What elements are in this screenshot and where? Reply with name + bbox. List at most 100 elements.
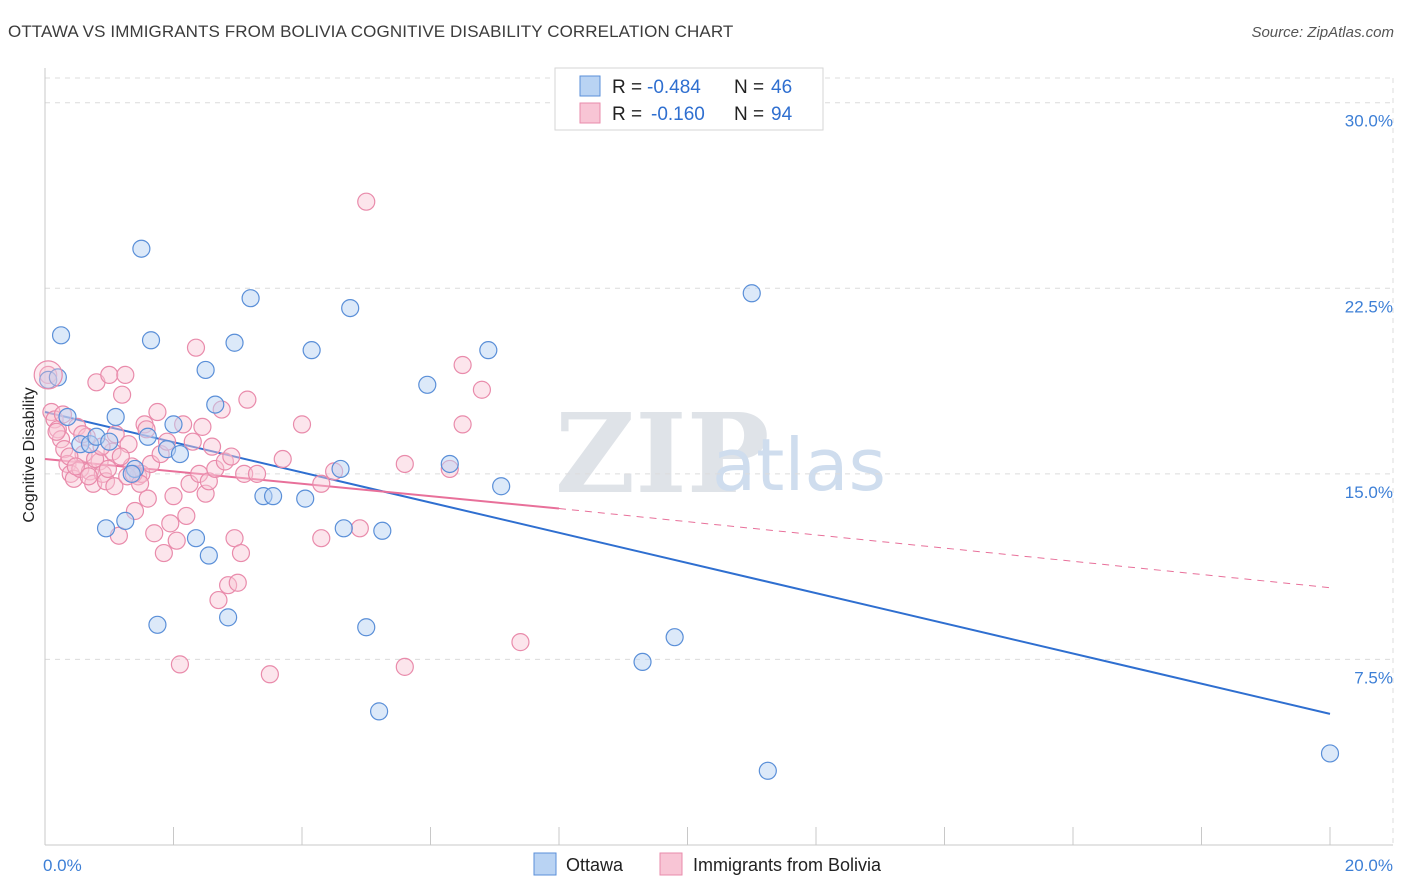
bolivia-point-70 — [350, 519, 369, 538]
ottawa-point-25 — [263, 487, 283, 506]
bolivia-trend-extension — [558, 508, 1331, 589]
ottawa-point-7 — [106, 407, 125, 427]
ottawa-point-16 — [170, 444, 190, 464]
ottawa-point-27 — [331, 459, 350, 479]
bolivia-point-68 — [312, 529, 331, 548]
bolivia-point-67 — [312, 474, 331, 493]
ottawa-point-39 — [742, 284, 761, 303]
bottom-legend-swatch-bolivia — [659, 852, 683, 876]
legend: R = -0.484 N = 46 R = -0.160 N = 94 — [554, 67, 824, 131]
bolivia-point-88 — [105, 477, 124, 496]
ottawa-trend-line — [44, 411, 1331, 715]
bolivia-point-large — [33, 360, 63, 390]
bolivia-point-66 — [292, 415, 312, 434]
bolivia-point-59 — [228, 573, 247, 592]
ottawa-point-37 — [633, 652, 652, 672]
bolivia-point-81 — [60, 447, 79, 466]
ottawa-point-44 — [122, 464, 141, 483]
ottawa-point-30 — [357, 618, 376, 637]
ottawa-point-45 — [296, 489, 315, 508]
bottom-legend-bolivia: Immigrants from Bolivia — [693, 855, 882, 875]
bolivia-point-78 — [511, 633, 530, 652]
ottawa-point-23 — [241, 289, 260, 308]
bolivia-point-36 — [154, 543, 173, 563]
ottawa-point-22 — [225, 333, 244, 352]
bolivia-point-40 — [167, 531, 186, 550]
bolivia-point-77 — [472, 380, 491, 399]
ottawa-point-28 — [334, 519, 353, 538]
ottawa-point-34 — [440, 454, 459, 474]
bolivia-point-63 — [247, 464, 267, 483]
ottawa-point-36 — [492, 477, 511, 496]
legend-r-label-2: R = — [612, 104, 642, 125]
watermark: ZIP atlas — [555, 389, 886, 518]
ottawa-point-6 — [96, 519, 116, 538]
bolivia-point-39 — [164, 487, 183, 506]
ottawa-point-10 — [132, 239, 151, 258]
bolivia-point-57 — [222, 447, 241, 466]
y-tick-label-0: 7.5% — [1354, 668, 1393, 687]
ottawa-point-41 — [1320, 744, 1340, 763]
y-tick-label-3: 30.0% — [1345, 112, 1393, 131]
x-tick-label-min: 0.0% — [43, 856, 82, 875]
legend-swatch-bolivia — [579, 102, 601, 124]
ottawa-point-38 — [665, 628, 684, 647]
bolivia-point-45 — [183, 432, 202, 451]
bolivia-point-64 — [260, 665, 279, 684]
bolivia-point-79 — [47, 422, 66, 441]
axes — [44, 68, 1393, 846]
ottawa-point-21 — [219, 608, 238, 627]
watermark-atlas: atlas — [712, 423, 886, 507]
ottawa-point-40 — [758, 761, 777, 780]
bolivia-point-89 — [111, 447, 130, 466]
chart-title: OTTAWA VS IMMIGRANTS FROM BOLIVIA COGNIT… — [8, 22, 734, 41]
bolivia-point-71 — [357, 192, 376, 211]
legend-n-value-2: 94 — [771, 104, 793, 125]
ottawa-point-11 — [138, 427, 157, 446]
ottawa-point-26 — [302, 341, 321, 360]
bolivia-point-19 — [100, 365, 119, 385]
bolivia-point-46 — [186, 338, 206, 357]
bolivia-point-82 — [66, 457, 85, 476]
ottawa-point-32 — [373, 521, 392, 540]
bolivia-point-34 — [148, 402, 167, 422]
y-axis-label: Cognitive Disability — [21, 387, 38, 522]
bolivia-point-73 — [395, 454, 414, 474]
legend-n-label-1: N = — [734, 77, 764, 98]
x-tick-labels: 0.0% 20.0% — [43, 856, 1393, 875]
ottawa-point-8 — [116, 511, 135, 530]
ottawa-point-33 — [418, 375, 437, 394]
bottom-legend-ottawa: Ottawa — [566, 855, 624, 875]
bolivia-point-75 — [453, 355, 472, 375]
ottawa-point-19 — [199, 546, 218, 565]
ottawa-point-29 — [341, 299, 360, 318]
ottawa-point-20 — [206, 395, 225, 414]
ottawa-point-2 — [58, 407, 77, 427]
y-tick-label-2: 22.5% — [1345, 297, 1393, 316]
legend-swatch-ottawa — [579, 75, 601, 97]
bolivia-point-41 — [170, 655, 190, 674]
bolivia-point-76 — [453, 415, 472, 434]
legend-r-value-2: -0.160 — [651, 104, 705, 125]
bolivia-point-44 — [180, 474, 199, 493]
bottom-legend-swatch-ottawa — [533, 852, 557, 876]
ottawa-point-13 — [148, 615, 167, 634]
legend-r-label-1: R = — [612, 77, 642, 98]
bolivia-point-33 — [145, 524, 164, 543]
bolivia-point-51 — [202, 437, 222, 456]
bolivia-point-60 — [231, 543, 251, 563]
bolivia-point-65 — [273, 449, 292, 469]
bolivia-point-72 — [395, 657, 414, 676]
data-points — [33, 192, 1340, 780]
ottawa-point-18 — [196, 360, 215, 380]
y-tick-labels: 7.5% 15.0% 22.5% 30.0% — [1345, 112, 1393, 688]
bolivia-point-53 — [209, 590, 228, 610]
ottawa-point-17 — [186, 529, 206, 548]
bolivia-point-38 — [161, 514, 180, 533]
bolivia-point-52 — [206, 459, 225, 479]
bolivia-point-48 — [193, 417, 212, 436]
ottawa-point-12 — [141, 331, 161, 350]
ottawa-point-15 — [164, 415, 183, 434]
bolivia-point-61 — [235, 464, 254, 483]
